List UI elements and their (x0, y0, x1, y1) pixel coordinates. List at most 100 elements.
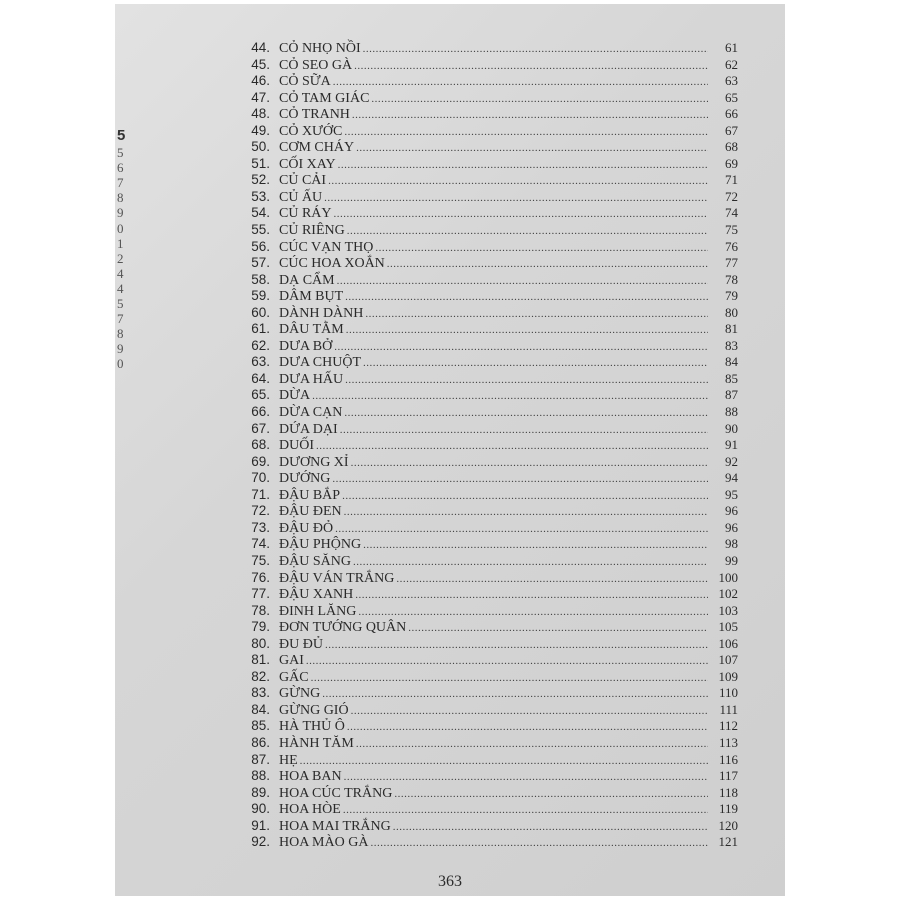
toc-entry: 77. ĐẬU XANH 102 (238, 586, 738, 603)
entry-page: 118 (718, 784, 738, 800)
toc-entry: 49. CỎ XƯỚC 67 (238, 123, 738, 140)
entry-page: 84 (725, 354, 738, 370)
entry-number: 80. (251, 635, 270, 651)
entry-number: 66. (251, 404, 270, 420)
entry-number: 56. (251, 238, 270, 254)
entry-page: 92 (725, 453, 738, 469)
page-number: 363 (438, 873, 462, 890)
entry-page: 72 (725, 188, 738, 204)
margin-fragment: 8 (117, 326, 124, 342)
entry-number: 81. (251, 652, 270, 668)
entry-page: 105 (718, 619, 739, 635)
toc-entry: 61. DÂU TẰM 81 (238, 321, 738, 338)
entry-number: 82. (251, 668, 270, 684)
dot-leader (351, 457, 708, 469)
dot-leader (335, 523, 708, 535)
dot-leader (312, 390, 708, 402)
entry-number: 76. (251, 569, 270, 585)
entry-page: 75 (725, 222, 738, 238)
entry-title: GAI (279, 653, 304, 669)
entry-page: 63 (725, 73, 738, 89)
toc-entry: 69. DƯƠNG XỈ 92 (238, 454, 738, 471)
entry-title: DỪA CẠN (279, 405, 343, 421)
entry-page: 119 (718, 801, 738, 817)
toc-entry: 84. GỪNG GIÓ 111 (238, 702, 738, 719)
entry-title: DỨA DẠI (279, 421, 338, 437)
toc-entry: 78. ĐINH LĂNG 103 (238, 603, 738, 620)
margin-fragment: 6 (117, 160, 124, 176)
entry-title: HẸ (279, 752, 298, 768)
toc-entry: 44. CỎ NHỌ NỒI 61 (238, 40, 738, 57)
entry-page: 91 (725, 437, 738, 453)
entry-title: CỦ ẤU (279, 189, 323, 205)
entry-page: 120 (718, 817, 739, 833)
toc-entry: 65. DỪA 87 (238, 387, 738, 404)
entry-page: 66 (725, 106, 738, 122)
dot-leader (344, 771, 708, 783)
toc-entry: 57. CÚC HOA XOẮN 77 (238, 255, 738, 272)
entry-title: HOA BAN (279, 769, 342, 785)
toc-entry: 56. CÚC VẠN THỌ 76 (238, 239, 738, 256)
entry-title: CƠM CHÁY (279, 140, 355, 156)
toc-entry: 83. GỪNG 110 (238, 685, 738, 702)
dot-leader (340, 424, 708, 436)
dot-leader (356, 142, 708, 154)
entry-title: HOA MAI TRẮNG (279, 818, 391, 834)
entry-number: 44. (251, 40, 270, 55)
dot-leader (347, 721, 708, 733)
margin-fragment: 4 (117, 280, 124, 296)
entry-number: 53. (251, 188, 270, 204)
dot-leader (363, 357, 708, 369)
entry-title: CỎ SEO GÀ (279, 57, 353, 73)
entry-title: CỐI XAY (279, 156, 336, 172)
entry-number: 49. (251, 122, 270, 138)
dot-leader (408, 622, 708, 634)
toc-entry: 45. CỎ SEO GÀ 62 (238, 57, 738, 74)
dot-leader (328, 175, 708, 187)
entry-title: DẠ CẨM (279, 272, 335, 288)
entry-number: 84. (251, 701, 270, 717)
toc-entry: 91. HOA MAI TRẮNG 120 (238, 818, 738, 835)
margin-fragment: 9 (117, 341, 124, 357)
entry-page: 107 (718, 652, 739, 668)
entry-title: GỪNG (279, 686, 321, 702)
dot-leader (346, 324, 708, 336)
entry-title: HOA CÚC TRẮNG (279, 785, 393, 801)
toc-entry: 71. ĐẬU BẮP 95 (238, 487, 738, 504)
entry-page: 106 (718, 635, 739, 651)
entry-title: DƯỚNG (279, 471, 331, 487)
entry-title: ĐẬU SĂNG (279, 553, 351, 569)
dot-leader (387, 258, 708, 270)
entry-title: HÀNH TĂM (279, 735, 354, 751)
toc-entry: 58. DẠ CẨM 78 (238, 272, 738, 289)
entry-title: CỎ SỮA (279, 74, 331, 90)
dot-leader (351, 705, 708, 717)
entry-number: 63. (251, 354, 270, 370)
entry-title: CỎ XƯỚC (279, 123, 343, 139)
toc-entry: 47. CỎ TAM GIÁC 65 (238, 90, 738, 107)
dot-leader (306, 655, 708, 667)
toc-entry: 90. HOA HÒE 119 (238, 801, 738, 818)
toc-entry: 64. DƯA HẤU 85 (238, 371, 738, 388)
dot-leader (355, 589, 708, 601)
dot-leader (333, 76, 708, 88)
toc-entry: 52. CỦ CẢI 71 (238, 172, 738, 189)
entry-number: 73. (251, 519, 270, 535)
margin-fragment: 5 (117, 296, 124, 312)
entry-page: 121 (718, 834, 739, 850)
entry-number: 55. (251, 222, 270, 238)
entry-title: DƯA HẤU (279, 371, 344, 387)
entry-title: ĐẬU ĐEN (279, 504, 342, 520)
toc-entry: 75. ĐẬU SĂNG 99 (238, 553, 738, 570)
entry-title: CỎ TRANH (279, 107, 350, 123)
entry-number: 90. (251, 801, 270, 817)
dot-leader (334, 341, 708, 353)
toc-entry: 50. CƠM CHÁY 68 (238, 139, 738, 156)
entry-title: GỪNG GIÓ (279, 702, 349, 718)
dot-leader (337, 275, 708, 287)
dot-leader (342, 490, 708, 502)
entry-title: CÚC HOA XOẮN (279, 256, 385, 272)
entry-page: 68 (725, 139, 738, 155)
toc-entry: 59. DÂM BỤT 79 (238, 288, 738, 305)
entry-page: 99 (725, 552, 738, 568)
